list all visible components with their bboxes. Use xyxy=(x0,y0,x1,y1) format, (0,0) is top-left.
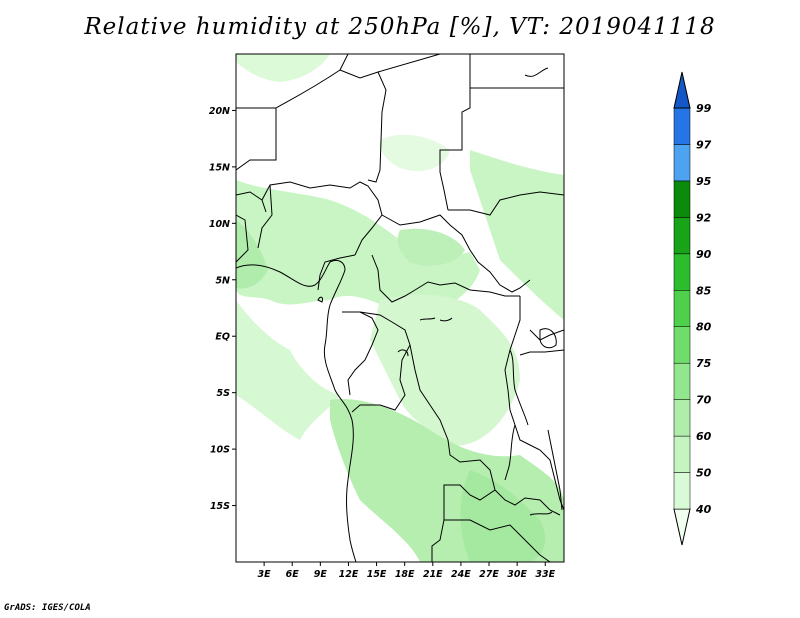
humidity-patch-west-coast xyxy=(236,220,268,289)
lon-tick-label: 24E xyxy=(451,569,471,580)
colorbar-segment xyxy=(673,472,691,510)
latitude-axis: 20N 15N 10N 5N EQ 5S 10S 15S xyxy=(209,106,236,512)
colorbar-label: 75 xyxy=(696,357,712,370)
colorbar-label: 97 xyxy=(696,138,712,151)
humidity-patch-drc xyxy=(397,228,465,266)
lat-tick-label: 5S xyxy=(217,388,231,399)
lon-tick-label: 27E xyxy=(479,569,499,580)
colorbar-segment xyxy=(673,217,691,255)
colorbar-segment xyxy=(673,362,691,400)
humidity-fill-layer xyxy=(236,54,564,562)
colorbar-label: 70 xyxy=(696,394,712,407)
lon-tick-label: 3E xyxy=(258,569,272,580)
lon-tick-label: 15E xyxy=(367,569,387,580)
lon-tick-label: 33E xyxy=(535,569,555,580)
colorbar-label: 50 xyxy=(696,467,712,480)
lon-tick-label: 18E xyxy=(395,569,415,580)
lon-tick-label: 30E xyxy=(507,569,527,580)
colorbar-bottom-arrow xyxy=(673,508,691,546)
colorbar-segment xyxy=(673,326,691,364)
lon-tick-label: 21E xyxy=(423,569,443,580)
colorbar-segment xyxy=(673,290,691,327)
map-frame xyxy=(235,53,565,563)
colorbar-segment xyxy=(673,107,691,145)
colorbar-segment xyxy=(673,144,691,182)
lat-tick-label: 15S xyxy=(210,501,230,512)
humidity-patch-central xyxy=(370,294,520,446)
colorbar-label: 99 xyxy=(696,102,712,115)
lat-tick-label: 15N xyxy=(209,162,230,173)
colorbar: 40 50 60 70 75 80 85 90 92 95 97 99 xyxy=(673,71,712,546)
colorbar-segment xyxy=(673,399,691,437)
humidity-patch-east xyxy=(470,150,564,320)
colorbar-label: 40 xyxy=(695,503,712,516)
colorbar-segment xyxy=(673,435,691,473)
lon-tick-label: 9E xyxy=(314,569,328,580)
colorbar-label: 90 xyxy=(696,248,712,261)
humidity-patch-north xyxy=(236,54,330,82)
lat-tick-label: 10S xyxy=(210,445,230,456)
longitude-axis: 3E 6E 9E 12E 15E 18E 21E 24E 27E 30E 33E xyxy=(258,562,556,580)
chart-title: Relative humidity at 250hPa [%], VT: 201… xyxy=(84,14,716,40)
lat-tick-label: 5N xyxy=(215,275,230,286)
lat-tick-label: 10N xyxy=(209,219,230,230)
colorbar-label: 92 xyxy=(696,211,712,224)
colorbar-top-arrow xyxy=(673,71,691,109)
country-borders xyxy=(236,54,564,562)
colorbar-label: 80 xyxy=(696,321,712,334)
colorbar-segment xyxy=(673,253,691,291)
lon-tick-label: 12E xyxy=(339,569,359,580)
humidity-patch-gulf xyxy=(236,300,340,440)
colorbar-label: 95 xyxy=(696,175,712,188)
lon-tick-label: 6E xyxy=(286,569,300,580)
lat-tick-label: 20N xyxy=(209,106,230,117)
colorbar-segment xyxy=(673,180,691,218)
humidity-patch-north2 xyxy=(379,134,450,171)
lat-tick-label: EQ xyxy=(215,332,230,343)
grads-credit: GrADS: IGES/COLA xyxy=(4,603,91,613)
colorbar-label: 85 xyxy=(696,284,712,297)
humidity-patch-west-africa xyxy=(236,180,480,314)
colorbar-label: 60 xyxy=(696,430,712,443)
